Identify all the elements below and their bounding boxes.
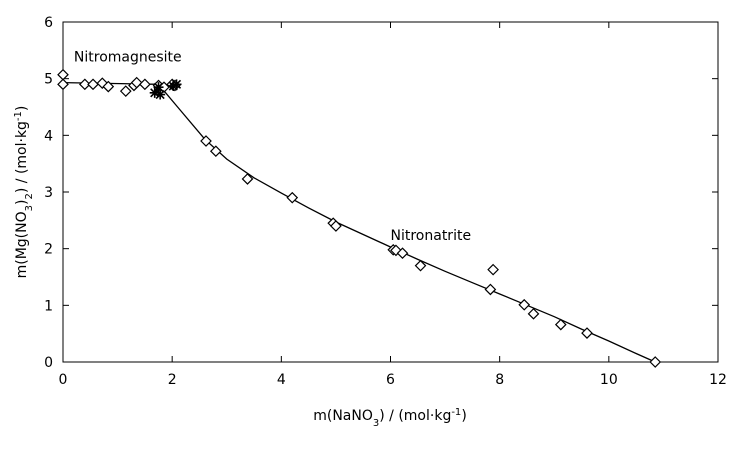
data-point-diamond bbox=[102, 80, 115, 93]
data-point-diamond bbox=[57, 78, 69, 91]
data-point-diamond bbox=[484, 283, 497, 296]
x-tick-label: 2 bbox=[168, 372, 177, 388]
x-tick-label: 8 bbox=[495, 372, 504, 388]
data-point-diamond bbox=[241, 173, 254, 185]
data-markers bbox=[57, 68, 662, 368]
data-point-diamond bbox=[139, 78, 151, 91]
axis-label-part: m(Mg(NO bbox=[14, 211, 30, 278]
x-tick-label: 12 bbox=[709, 372, 727, 388]
data-point-star bbox=[149, 87, 160, 98]
annotation-nitronatrite: Nitronatrite bbox=[391, 228, 472, 244]
data-point-star bbox=[155, 89, 166, 100]
axis-label-part: -1 bbox=[13, 111, 24, 121]
axis-label-part: m(NaNO bbox=[313, 408, 373, 424]
data-point-star bbox=[168, 81, 179, 92]
data-point-star bbox=[171, 79, 182, 90]
annotation-nitromagnesite: Nitromagnesite bbox=[74, 50, 182, 66]
axis-label-part: ) bbox=[461, 408, 466, 424]
annotations: Nitromagnesite Nitronatrite bbox=[74, 50, 471, 245]
data-point-diamond bbox=[119, 85, 132, 97]
y-tick-label: 1 bbox=[44, 298, 53, 314]
fit-curves bbox=[62, 81, 656, 363]
axis-labels: m(NaNO3) / (mol·kg-1) m(Mg(NO3)2) / (mol… bbox=[13, 106, 467, 429]
y-tick-label: 4 bbox=[44, 128, 53, 144]
y-tick-label: 6 bbox=[44, 15, 53, 31]
plot-frame bbox=[62, 21, 719, 363]
x-tick-label: 10 bbox=[600, 372, 618, 388]
axis-label-part: 3 bbox=[24, 205, 35, 211]
y-axis-label: m(Mg(NO3)2) / (mol·kg-1) bbox=[13, 106, 35, 279]
data-point-diamond bbox=[78, 78, 91, 91]
axis-label-part: 2 bbox=[24, 193, 35, 199]
data-point-diamond bbox=[330, 220, 342, 232]
x-tick-label: 6 bbox=[386, 372, 395, 388]
axis-label-part: ) / (mol·kg bbox=[14, 121, 30, 193]
axis-label-part: 3 bbox=[373, 418, 379, 429]
data-point-diamond bbox=[130, 76, 143, 89]
x-tick-label: 0 bbox=[59, 372, 68, 388]
data-point-diamond bbox=[209, 145, 222, 158]
data-point-diamond bbox=[527, 307, 540, 320]
y-tick-label: 2 bbox=[44, 242, 53, 258]
data-point-diamond bbox=[581, 327, 593, 339]
x-tick-label: 4 bbox=[277, 372, 286, 388]
data-point-diamond bbox=[649, 356, 662, 368]
axis-label-part: ) bbox=[14, 106, 30, 111]
y-tick-label: 0 bbox=[44, 355, 53, 371]
data-point-star bbox=[153, 82, 164, 93]
data-point-diamond bbox=[487, 263, 499, 276]
axis-label-part: ) / (mol·kg bbox=[379, 408, 451, 424]
data-point-diamond bbox=[554, 318, 567, 331]
fit-curve bbox=[158, 83, 656, 363]
data-point-diamond bbox=[200, 135, 212, 147]
data-point-diamond bbox=[87, 78, 99, 91]
data-point-diamond bbox=[518, 298, 531, 311]
x-axis-label: m(NaNO3) / (mol·kg-1) bbox=[313, 407, 467, 429]
data-point-diamond bbox=[414, 259, 427, 272]
y-tick-label: 5 bbox=[44, 72, 53, 88]
axis-label-part: -1 bbox=[451, 407, 461, 418]
y-tick-label: 3 bbox=[44, 185, 53, 201]
data-point-diamond bbox=[396, 247, 409, 260]
data-point-diamond bbox=[286, 191, 299, 204]
axis-label-part: ) bbox=[14, 200, 30, 205]
